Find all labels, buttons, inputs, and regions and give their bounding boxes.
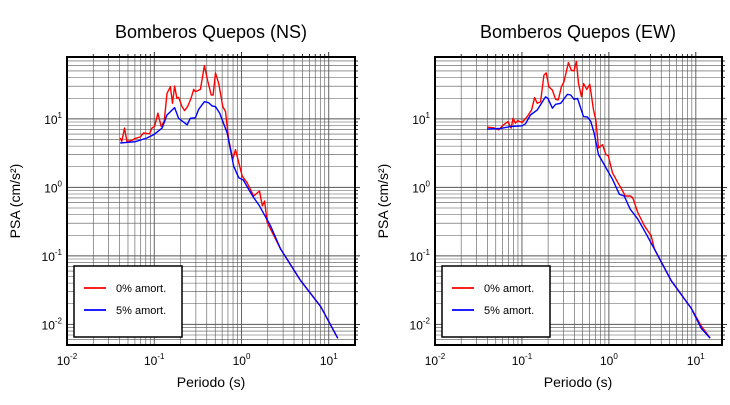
x-tick-label: 10-1 (512, 352, 533, 368)
x-tick-label: 10-1 (144, 352, 165, 368)
legend-box (441, 265, 551, 338)
x-tick-label: 101 (320, 352, 338, 368)
x-tick-label: 101 (687, 352, 705, 368)
series-line-0pct (486, 60, 711, 339)
legend-label: 5% amort. (116, 305, 166, 317)
legend-label: 5% amort. (484, 305, 534, 317)
chart-ns: Bomberos Quepos (NS) Periodo (s) PSA (cm… (7, 22, 360, 390)
chart-ew: Bomberos Quepos (EW) Periodo (s) PSA (cm… (375, 22, 727, 390)
y-axis-label: PSA (cm/s²) (7, 164, 23, 239)
y-tick-label: 101 (44, 111, 62, 127)
legend-label: 0% amort. (484, 283, 534, 295)
y-tick-label: 10-1 (42, 248, 63, 264)
x-tick-label: 10-2 (57, 352, 78, 368)
y-axis-label: PSA (cm/s²) (375, 164, 391, 239)
legend-label: 0% amort. (116, 283, 166, 295)
x-axis-label: Periodo (s) (177, 374, 245, 390)
y-tick-label: 10-1 (410, 248, 431, 264)
y-tick-label: 100 (44, 179, 62, 195)
y-tick-label: 101 (412, 111, 430, 127)
plot-frame (66, 56, 356, 346)
series-line-5pct (120, 100, 339, 339)
plot-frame (434, 56, 723, 346)
x-tick-label: 100 (600, 352, 618, 368)
chart-title: Bomberos Quepos (NS) (115, 22, 307, 42)
legend-box (73, 265, 183, 338)
chart-title: Bomberos Quepos (EW) (480, 22, 676, 42)
y-tick-label: 100 (412, 179, 430, 195)
y-tick-label: 10-2 (410, 316, 431, 332)
series-line-0pct (119, 64, 339, 339)
x-tick-label: 100 (233, 352, 251, 368)
legend: 0% amort. 5% amort. (441, 265, 551, 338)
x-axis-label: Periodo (s) (544, 374, 612, 390)
legend: 0% amort. 5% amort. (73, 265, 183, 338)
x-tick-label: 10-2 (425, 352, 446, 368)
series-line-5pct (486, 93, 711, 339)
y-tick-label: 10-2 (42, 316, 63, 332)
